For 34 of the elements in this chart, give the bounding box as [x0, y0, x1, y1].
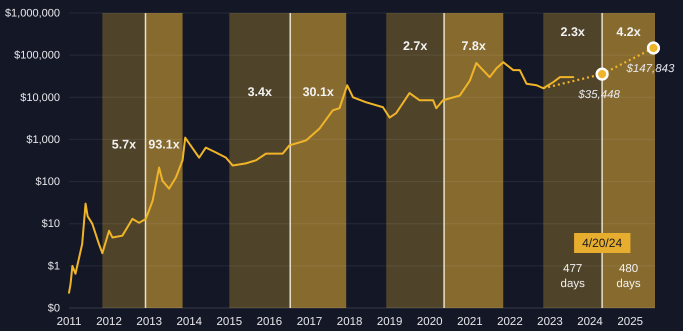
x-tick-label: 2022	[497, 316, 523, 328]
x-tick-label: 2011	[56, 316, 82, 328]
x-tick-label: 2025	[617, 316, 643, 328]
y-tick-label: $0	[48, 302, 60, 315]
y-tick-label: $1,000,000	[4, 8, 60, 20]
y-tick-label: $100,000	[14, 50, 60, 62]
band-label: 5.7x	[112, 137, 136, 152]
band-label: 2.7x	[402, 39, 428, 54]
band-label: 3.4x	[248, 85, 272, 100]
x-tick-label: 2024	[577, 316, 604, 328]
x-tick-label: 2016	[256, 316, 282, 328]
x-tick-label: 2014	[176, 316, 203, 328]
x-tick-label: 2017	[296, 316, 322, 328]
x-tick-label: 2021	[457, 316, 483, 328]
y-tick-label: $10	[42, 218, 60, 230]
y-tick-label: $100	[36, 176, 60, 188]
ref-line-label: 4/20/24	[582, 236, 622, 250]
x-tick-label: 2015	[216, 316, 242, 328]
annotation: 477 days	[560, 263, 586, 290]
band-label: 7.8x	[461, 39, 486, 54]
annotation: 480 days	[616, 263, 641, 290]
x-tick-label: 2018	[336, 316, 362, 328]
band-label: 2.3x	[560, 24, 585, 39]
band-label: 4.2x	[616, 24, 641, 39]
x-tick-label: 2012	[96, 316, 122, 328]
x-tick-label: 2020	[416, 316, 443, 328]
x-tick-label: 2013	[136, 316, 162, 328]
y-tick-label: $1	[48, 260, 60, 272]
y-tick-label: $10,000	[20, 92, 60, 104]
x-tick-label: 2023	[537, 316, 563, 328]
y-tick-label: $1,000	[26, 134, 60, 146]
x-tick-label: 2019	[376, 316, 402, 328]
band-label: 30.1x	[302, 85, 334, 100]
band-label: 93.1x	[148, 137, 180, 152]
